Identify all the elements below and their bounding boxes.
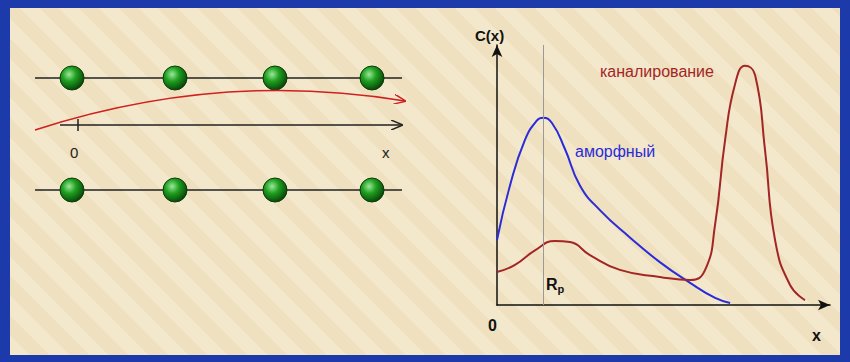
svg-text:x: x xyxy=(812,327,821,344)
svg-text:x: x xyxy=(382,144,390,161)
svg-text:C(x): C(x) xyxy=(475,27,504,44)
svg-text:0: 0 xyxy=(70,144,78,161)
svg-text:p: p xyxy=(558,283,565,295)
svg-text:0: 0 xyxy=(488,317,497,334)
svg-text:аморфный: аморфный xyxy=(575,143,655,160)
svg-text:R: R xyxy=(546,276,558,293)
svg-text:каналирование: каналирование xyxy=(600,63,714,80)
